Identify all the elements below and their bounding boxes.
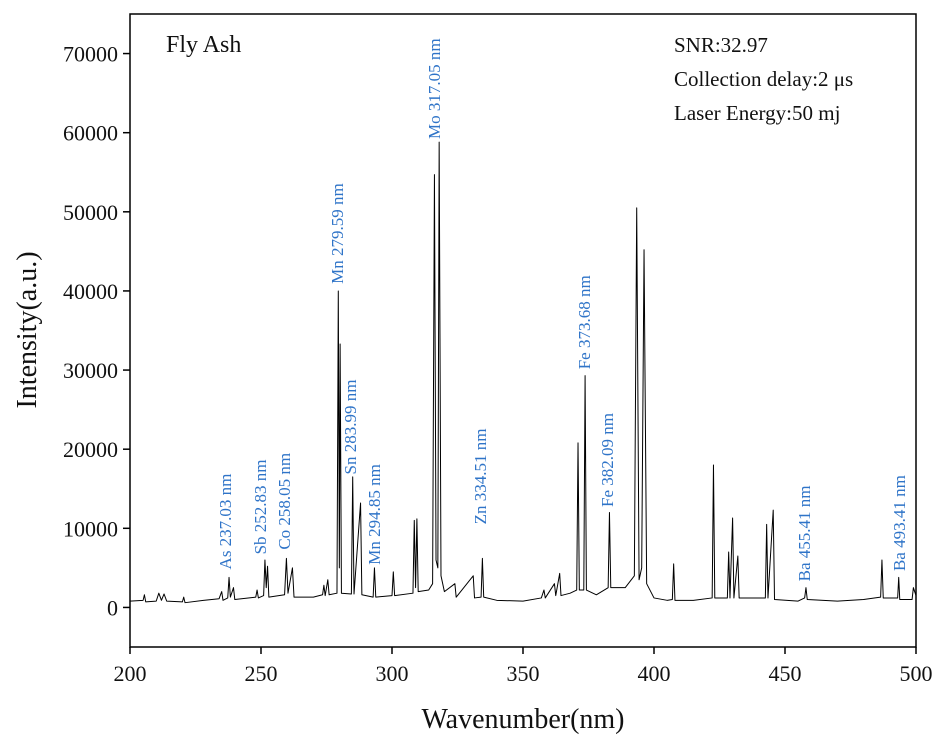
x-tick-label: 500 <box>900 661 933 686</box>
info-text: Collection delay:2 μs <box>674 67 853 91</box>
peak-annotation: Mo 317.05 nm <box>425 38 444 139</box>
peak-annotation: As 237.03 nm <box>216 474 235 570</box>
x-tick-label: 250 <box>245 661 278 686</box>
y-tick-label: 20000 <box>63 437 118 462</box>
y-tick-label: 30000 <box>63 358 118 383</box>
peak-annotation: Mn 279.59 nm <box>328 183 347 284</box>
peak-annotation: Mn 294.85 nm <box>365 464 384 565</box>
y-tick-label: 60000 <box>63 121 118 146</box>
info-text: Laser Energy:50 mj <box>674 101 840 125</box>
peak-annotation: Co 258.05 nm <box>275 453 294 550</box>
chart-label: Fly Ash <box>166 32 241 58</box>
x-tick-label: 200 <box>114 661 147 686</box>
y-tick-label: 40000 <box>63 279 118 304</box>
y-tick-label: 50000 <box>63 200 118 225</box>
peak-annotation: Zn 334.51 nm <box>471 428 490 524</box>
x-tick-label: 350 <box>507 661 540 686</box>
peak-annotation: Sb 252.83 nm <box>251 459 270 554</box>
spectrum-line <box>129 141 917 604</box>
y-axis-label: Intensity(a.u.) <box>12 251 43 408</box>
x-axis-label: Wavenumber(nm) <box>422 704 625 735</box>
peak-annotation: Ba 455.41 nm <box>795 485 814 581</box>
y-tick-label: 70000 <box>63 42 118 67</box>
info-text: SNR:32.97 <box>674 33 768 57</box>
x-tick-label: 450 <box>769 661 802 686</box>
peak-annotation: Fe 373.68 nm <box>575 275 594 369</box>
y-tick-label: 10000 <box>63 516 118 541</box>
x-tick-label: 400 <box>638 661 671 686</box>
peak-annotation: Fe 382.09 nm <box>598 413 617 507</box>
peak-annotation: Sn 283.99 nm <box>341 380 360 475</box>
x-tick-label: 300 <box>376 661 409 686</box>
y-tick-label: 0 <box>107 595 118 620</box>
peak-annotation: Ba 493.41 nm <box>890 475 909 571</box>
